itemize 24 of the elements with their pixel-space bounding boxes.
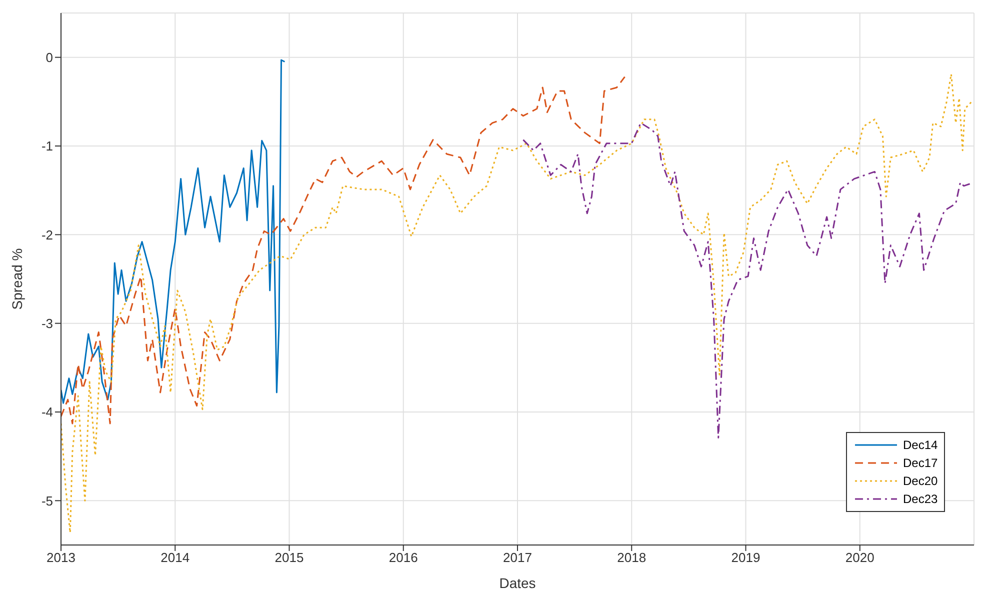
y-tick-label: -4: [41, 404, 53, 420]
x-tick-label: 2013: [46, 550, 76, 566]
legend-label: Dec17: [903, 456, 938, 470]
x-tick-label: 2014: [160, 550, 190, 566]
y-tick-label: -1: [41, 138, 53, 154]
x-axis-title: Dates: [499, 575, 536, 591]
x-tick-label: 2018: [617, 550, 646, 566]
line-series: [61, 76, 626, 424]
y-axis-title: Spread %: [8, 248, 25, 310]
line-series: [61, 59, 286, 404]
y-tick-label: -2: [41, 227, 53, 242]
legend-label: Dec20: [903, 474, 938, 488]
legend-label: Dec14: [903, 438, 938, 452]
x-tick-label: 2016: [388, 550, 418, 566]
x-tick-label: 2019: [731, 550, 760, 566]
x-tick-label: 2017: [503, 550, 532, 566]
legend-label: Dec23: [903, 492, 938, 506]
x-tick-label: 2020: [845, 550, 874, 566]
y-tick-label: -3: [41, 316, 53, 331]
y-tick-label: -5: [41, 493, 53, 508]
x-tick-label: 2015: [274, 550, 304, 566]
y-tick-label: 0: [46, 50, 53, 65]
line-series: [522, 122, 972, 438]
line-series: [61, 73, 972, 534]
